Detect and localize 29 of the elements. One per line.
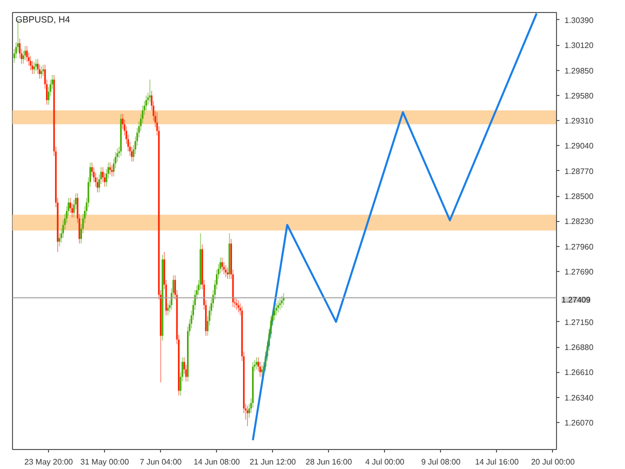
y-tick-label: 1.27690 (564, 268, 594, 277)
y-tick-label: 1.30390 (564, 16, 594, 25)
y-tick-label: 1.28770 (564, 166, 594, 176)
y-tick-label: 1.28500 (564, 192, 594, 202)
y-tick-label: 1.29580 (564, 91, 594, 100)
y-tick-label: 1.26070 (564, 418, 594, 428)
x-tick-label: 14 Jul 16:00 (475, 458, 520, 466)
y-tick-label: 1.26880 (564, 343, 594, 352)
y-tick-label: 1.29040 (564, 142, 594, 151)
y-tick-label: 1.26610 (564, 368, 594, 378)
x-tick-label: 9 Jul 08:00 (421, 458, 461, 466)
chart-title: GBPUSD, H4 (16, 14, 70, 24)
x-tick-label: 28 Jun 16:00 (306, 458, 352, 466)
y-tick-label: 1.28230 (564, 217, 594, 226)
y-tick-label: 1.29850 (564, 66, 594, 76)
x-tick-label: 4 Jul 00:00 (365, 458, 405, 466)
x-tick-label: 20 Jul 00:00 (531, 458, 576, 466)
y-tick-label: 1.26340 (564, 393, 594, 402)
x-tick-label: 31 May 00:00 (80, 458, 130, 466)
y-tick-label: 1.29310 (564, 116, 594, 126)
x-tick-label: 23 May 20:00 (24, 458, 74, 466)
y-tick-label: 1.30120 (564, 41, 594, 50)
line-series (252, 12, 538, 442)
y-tick-label: 1.27960 (564, 242, 594, 252)
ref-line-label: 1.27409 (562, 296, 591, 305)
x-tick-label: 21 Jun 12:00 (250, 458, 296, 466)
x-tick-label: 7 Jun 04:00 (140, 458, 182, 466)
y-tick-label: 1.27150 (564, 318, 594, 327)
x-tick-label: 14 Jun 08:00 (194, 458, 240, 466)
